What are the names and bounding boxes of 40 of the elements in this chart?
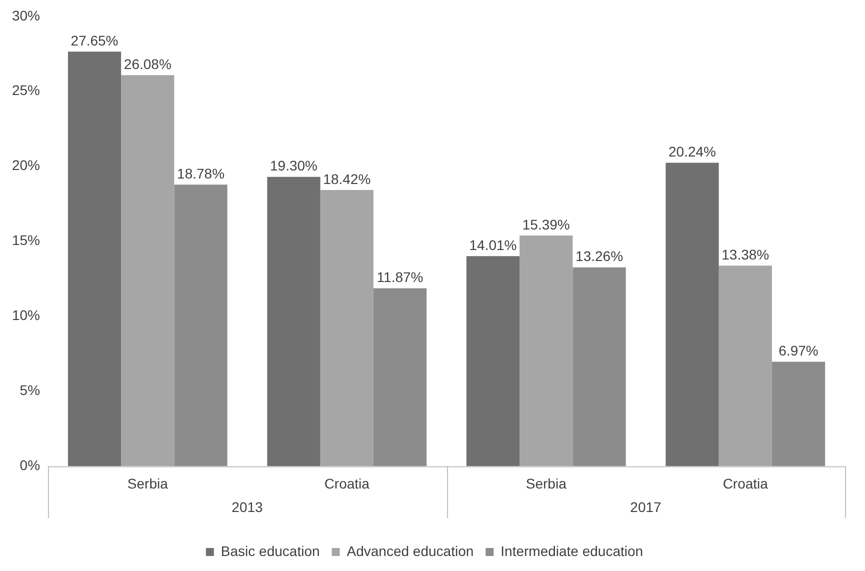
y-tick-label: 25% [12,82,40,98]
legend-label: Intermediate education [500,542,644,559]
x-tick-label: Croatia [722,475,768,492]
x-tick-label: Serbia [526,475,567,492]
y-tick-label: 5% [20,382,40,398]
bar [373,288,427,466]
bar [572,267,626,466]
y-tick-label: 0% [20,457,40,474]
legend-label: Advanced education [346,542,474,559]
bar [267,176,320,466]
data-label: 6.97% [778,342,818,359]
bar [666,162,719,466]
y-tick-label: 30% [12,7,40,24]
bar [466,256,520,466]
data-label: 18.42% [323,170,371,187]
x-tick-label: Serbia [127,475,168,492]
y-tick-label: 15% [12,232,40,248]
data-label: 26.08% [124,56,172,72]
bar [174,184,228,466]
text: 2017 [630,499,662,516]
data-label: 19.30% [270,158,318,174]
data-label: 14.01% [469,237,517,254]
data-label: 13.38% [722,246,770,262]
bar [121,75,174,466]
text: 2013 [232,499,264,516]
y-tick-label: 10% [12,307,40,324]
data-label: 18.78% [177,165,225,182]
bar [520,235,573,466]
legend-label: Basic education [220,542,320,559]
data-label: 13.26% [576,248,624,264]
x-tick-label: Croatia [324,475,370,492]
bar [68,52,122,466]
data-label: 20.24% [668,144,716,160]
y-tick-label: 20% [12,157,40,174]
bar [320,190,374,466]
data-label: 11.87% [376,269,424,286]
bar [772,362,826,466]
bar [718,266,772,466]
data-label: 27.65% [70,32,118,48]
data-label: 15.39% [522,216,570,232]
